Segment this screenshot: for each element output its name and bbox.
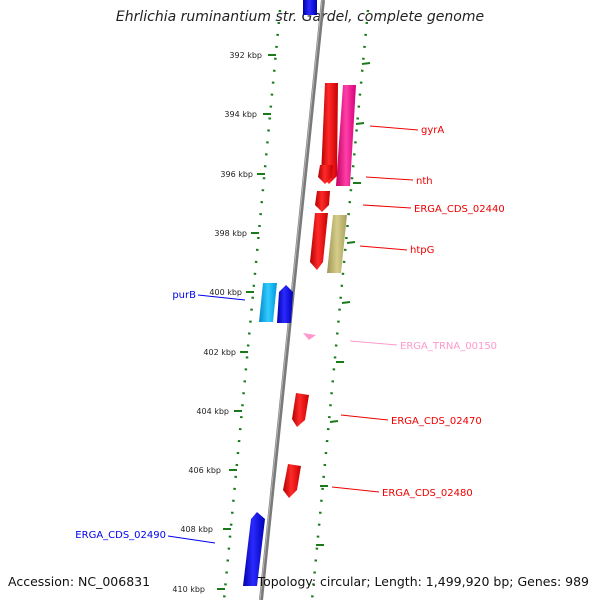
gene-ERGA_CDS_02470: ERGA_CDS_02470 [292,393,482,427]
gene-label-htpG: htpG [410,245,434,256]
tick-408: 408 kbp [180,525,324,546]
tick-label: 392 kbp [229,51,262,60]
tick-396: 396 kbp [220,170,361,184]
genome-summary-label: Topology: circular; Length: 1,499,920 bp… [257,574,589,589]
tick-label: 406 kbp [188,466,221,475]
tick-label: 402 kbp [203,348,236,357]
gene-label-ERGA_CDS_02490: ERGA_CDS_02490 [75,530,166,541]
gene-htpG: htpG [310,213,434,273]
gene-label-nth: nth [416,176,433,187]
tick-label: 404 kbp [196,407,229,416]
gene-label-ERGA_CDS_02480: ERGA_CDS_02480 [382,488,473,499]
tick-404: 404 kbp [196,407,339,423]
gene-label-purB: purB [172,290,196,301]
tick-400: 400 kbp [209,288,351,304]
gene-label-ERGA_TRNA_00150: ERGA_TRNA_00150 [400,341,497,352]
tick-402: 402 kbp [203,348,344,363]
tick-410: 410 kbp [172,585,225,594]
gene-label-ERGA_CDS_02440: ERGA_CDS_02440 [414,204,505,215]
map-title: Ehrlichia ruminantium str. Gardel, compl… [115,9,485,25]
tick-394: 394 kbp [224,110,365,125]
top-blue-feature [303,0,317,15]
tick-label: 398 kbp [214,229,247,238]
inner-guide-track [222,9,282,600]
tick-398: 398 kbp [214,229,356,244]
tick-label: 400 kbp [209,288,242,297]
tick-label: 408 kbp [180,525,213,534]
tick-label: 410 kbp [172,585,205,594]
tick-label: 394 kbp [224,110,257,119]
outer-guide-track [310,9,370,600]
gene-label-ERGA_CDS_02470: ERGA_CDS_02470 [391,416,482,427]
gene-ERGA_CDS_02490: ERGA_CDS_02490 [75,512,265,586]
gene-ERGA_CDS_02480: ERGA_CDS_02480 [283,464,473,499]
accession-label: Accession: NC_006831 [8,574,151,589]
scale-ticks: 392 kbp 394 kbp 396 kbp 398 kbp 400 kbp … [172,51,371,594]
gene-ERGA_TRNA_00150: ERGA_TRNA_00150 [303,333,497,352]
gene-ERGA_CDS_02440: ERGA_CDS_02440 [315,191,505,215]
gene-nth: nth [318,165,433,187]
tick-406: 406 kbp [188,466,328,487]
tick-label: 396 kbp [220,170,253,179]
tick-392: 392 kbp [229,51,371,65]
gene-label-gyrA: gyrA [421,125,444,136]
gene-purB: purB [172,283,293,323]
gene-gyrA: gyrA [321,83,444,186]
